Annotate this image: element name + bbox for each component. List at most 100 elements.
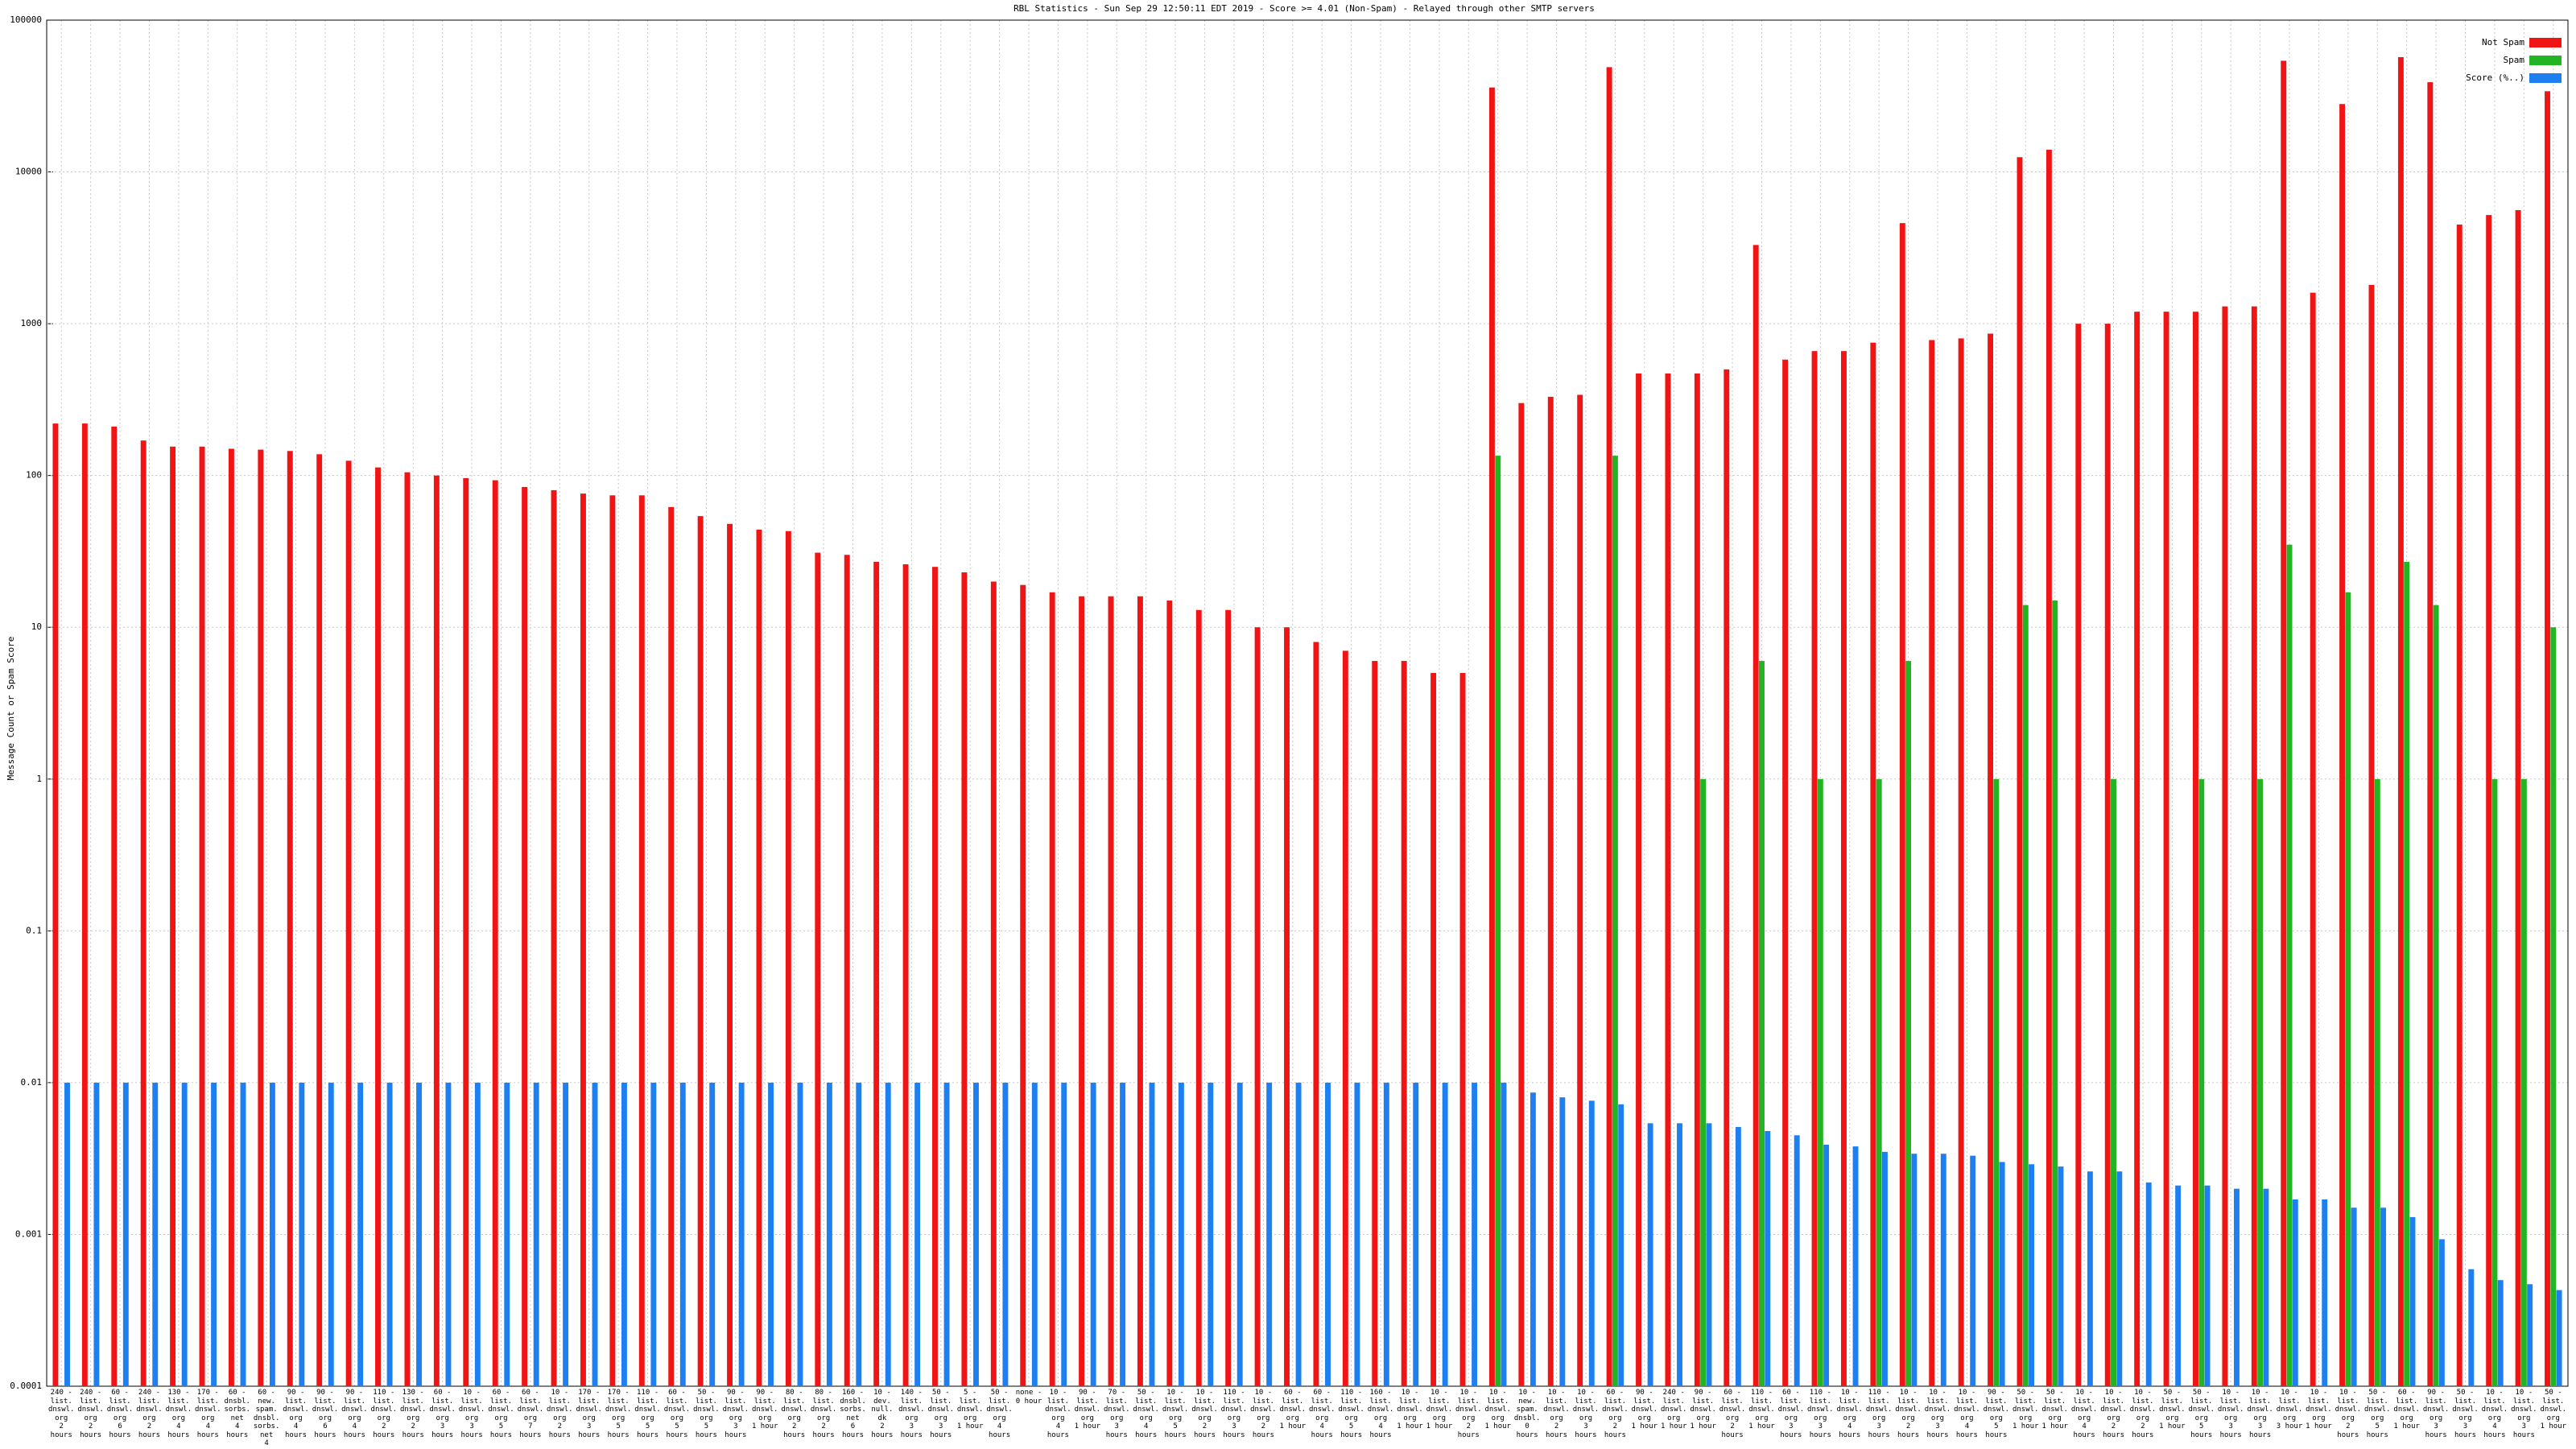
x-tick-label: 10 - list. dnswl. org 4 hours	[1045, 1389, 1071, 1439]
bar	[2527, 1284, 2533, 1386]
x-tick-label: 90 - list. dnswl. org 5 hours	[1983, 1389, 2010, 1439]
bar	[2397, 57, 2404, 1387]
x-tick-label: 90 - list. dnswl. org 1 hour	[751, 1389, 778, 1430]
bar	[2104, 324, 2111, 1387]
x-tick-label: 10 - list. dnswl. org 3 hours	[458, 1389, 485, 1439]
x-tick-label: 60 - list. dnswl. org 3 hours	[429, 1389, 456, 1439]
bar	[1606, 67, 1612, 1386]
bar	[258, 449, 264, 1386]
bar	[1547, 396, 1554, 1387]
bar	[709, 1082, 716, 1386]
bar	[1759, 661, 1765, 1386]
y-tick-label: 1000	[21, 318, 43, 328]
bar	[504, 1082, 510, 1386]
bar	[2520, 778, 2527, 1386]
chart-title: RBL Statistics - Sun Sep 29 12:50:11 EDT…	[1013, 3, 1595, 14]
bar	[1677, 1123, 1682, 1386]
bar	[2204, 1185, 2211, 1386]
bar	[2029, 1164, 2034, 1386]
x-tick-label: 60 - list. dnswl. org 2 hours	[1602, 1389, 1629, 1439]
bar	[1970, 1155, 1976, 1386]
bar	[64, 1082, 70, 1386]
x-tick-label: 170 - list. dnswl. org 3 hours	[576, 1389, 602, 1439]
bar	[621, 1082, 627, 1386]
bar	[1442, 1082, 1448, 1386]
x-tick-label: 240 - list. dnswl. org 2 hours	[136, 1389, 163, 1439]
bar	[2404, 561, 2410, 1386]
bar	[1178, 1082, 1184, 1386]
bar	[1876, 778, 1882, 1386]
x-tick-label: 90 - list. dnswl. org 1 hour	[1074, 1389, 1101, 1430]
bar	[1724, 369, 1730, 1387]
x-tick-label: 10 - list. dnswl. org 4 hours	[1836, 1389, 1863, 1439]
y-axis-label: Message Count or Spam Score	[6, 637, 16, 781]
bar	[1958, 338, 1964, 1386]
bar	[1413, 1082, 1419, 1386]
bar	[1899, 223, 1905, 1387]
bar	[2438, 1239, 2445, 1386]
bar	[1354, 1082, 1360, 1386]
bar	[1588, 1100, 1595, 1386]
x-tick-label: 160 - dnsbl. sorbs. net 6 hours	[840, 1389, 866, 1439]
y-tick-label: 0.0001	[10, 1381, 42, 1391]
bar	[2263, 1188, 2269, 1386]
bar	[93, 1082, 100, 1386]
x-tick-label: 60 - list. dnswl. org 1 hour	[1279, 1389, 1307, 1430]
bar	[1817, 778, 1823, 1386]
bar	[533, 1082, 539, 1386]
bar	[1700, 778, 1707, 1386]
bar	[943, 1082, 950, 1386]
x-tick-label: 10 - list. dnswl. org 5 hours	[1162, 1389, 1189, 1439]
bar	[2251, 306, 2257, 1386]
x-tick-label: 10 - list. dnswl. org 2 hours	[1250, 1389, 1277, 1439]
legend-swatch	[2529, 73, 2562, 83]
x-tick-label: 50 - list. dnswl. org 1 hour	[2012, 1389, 2039, 1430]
x-tick-label: 70 - list. dnswl. org 3 hours	[1104, 1389, 1130, 1439]
bar	[2491, 778, 2498, 1386]
bar	[2433, 605, 2439, 1386]
legend-swatch	[2529, 56, 2562, 65]
x-tick-label: 10 - list. dnswl. org 3 hours	[2217, 1389, 2244, 1439]
x-tick-label: 60 - list. dnswl. org 5 hours	[488, 1389, 514, 1439]
bar	[650, 1082, 657, 1386]
bar	[1254, 627, 1261, 1386]
x-tick-label: 160 - list. dnswl. org 4 hours	[1367, 1389, 1394, 1439]
bar	[797, 1082, 803, 1386]
bar	[2456, 224, 2462, 1386]
bar	[2409, 1216, 2416, 1386]
bar	[492, 480, 498, 1386]
x-tick-label: 60 - list. dnswl. org 4 hours	[1308, 1389, 1335, 1439]
bar	[1811, 351, 1818, 1387]
bar	[1284, 627, 1290, 1386]
bar	[1911, 1154, 1918, 1386]
bar	[815, 552, 821, 1386]
y-tick-label: 0.001	[15, 1228, 42, 1239]
bar	[1530, 1092, 1536, 1386]
x-tick-label: 50 - list. dnswl. org 5 hours	[2364, 1389, 2391, 1439]
x-tick-label: 10 - list. dnswl. org 3 hours	[1572, 1389, 1600, 1439]
bar	[328, 1082, 334, 1386]
x-tick-label: 50 - list. dnswl. org 4 hours	[1133, 1389, 1159, 1439]
x-tick-label: 10 - list. dnswl. org 2 hours	[1895, 1389, 1922, 1439]
x-tick-label: 90 - list. dnswl. org 1 hour	[1631, 1389, 1658, 1430]
bar	[1108, 596, 1114, 1386]
bar	[1372, 661, 1378, 1386]
x-tick-label: 10 - list. dnswl. org 4 hours	[2070, 1389, 2098, 1439]
bar	[52, 423, 59, 1386]
x-tick-label: 90 - list. dnswl. org 4 hours	[283, 1389, 309, 1439]
x-tick-label: 10 - list. dnswl. org 2 hours	[547, 1389, 573, 1439]
bar	[122, 1082, 129, 1386]
x-tick-label: 50 - list. dnswl. org 1 hour	[2540, 1389, 2567, 1430]
x-tick-label: 110 - list. dnswl. org 5 hours	[1338, 1389, 1364, 1439]
bar	[844, 555, 850, 1387]
bar	[1459, 672, 1466, 1386]
bar	[2368, 284, 2375, 1387]
x-tick-label: 90 - list. dnswl. org 1 hour	[1690, 1389, 1716, 1430]
bar	[1929, 340, 1935, 1386]
x-tick-label: 50 - list. dnswl. org 1 hour	[2041, 1389, 2068, 1430]
bar	[2163, 312, 2169, 1387]
bar	[2310, 292, 2316, 1386]
x-tick-label: 130 - list. dnswl. org 2 hours	[399, 1389, 427, 1439]
bar	[416, 1082, 422, 1386]
